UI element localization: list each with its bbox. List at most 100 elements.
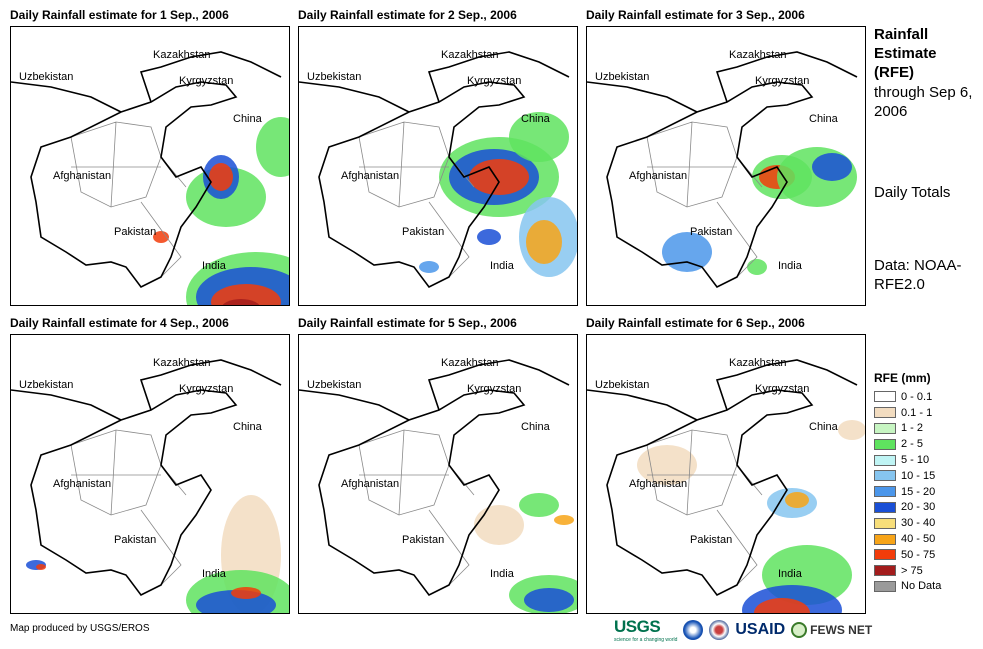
legend-swatch	[874, 454, 896, 466]
side-daily: Daily Totals	[874, 184, 951, 201]
legend-swatch	[874, 438, 896, 450]
legend-swatch	[874, 517, 896, 529]
country-label-uzbekistan: Uzbekistan	[19, 71, 74, 83]
legend-label: 20 - 30	[901, 501, 936, 514]
legend-label: 2 - 5	[901, 438, 924, 451]
country-label-pakistan: Pakistan	[690, 226, 733, 238]
map-graphic	[587, 359, 865, 613]
country-label-kazakhstan: Kazakhstan	[153, 357, 211, 369]
country-label-kyrgyzstan: Kyrgyzstan	[467, 75, 522, 87]
country-label-india: India	[202, 568, 226, 580]
legend-item: 20 - 30	[874, 500, 941, 516]
rainfall-area	[469, 159, 529, 195]
country-label-uzbekistan: Uzbekistan	[307, 71, 362, 83]
country-label-pakistan: Pakistan	[402, 226, 445, 238]
legend-label: 0 - 0.1	[901, 390, 933, 403]
legend-item: 2 - 5	[874, 436, 941, 452]
rainfall-area	[785, 492, 809, 508]
rainfall-area	[526, 220, 562, 264]
rainfall-area	[474, 505, 524, 545]
country-label-china: China	[233, 421, 262, 433]
rainfall-area	[231, 587, 261, 599]
province-borders	[70, 121, 187, 278]
map-graphic	[11, 51, 289, 305]
map-panel-5: Daily Rainfall estimate for 5 Sep., 2006…	[298, 316, 578, 616]
panel-title: Daily Rainfall estimate for 6 Sep., 2006	[586, 316, 805, 330]
map-panel-3: Daily Rainfall estimate for 3 Sep., 2006…	[586, 8, 866, 308]
country-label-china: China	[809, 421, 838, 433]
map-panel-1: Daily Rainfall estimate for 1 Sep., 2006…	[10, 8, 290, 308]
legend-swatch	[874, 533, 896, 545]
rainfall-area	[222, 299, 260, 305]
country-label-afghanistan: Afghanistan	[341, 478, 400, 490]
map-graphic	[11, 359, 289, 613]
country-label-pakistan: Pakistan	[114, 534, 157, 546]
rainfall-area	[747, 259, 767, 275]
legend-swatch	[874, 565, 896, 577]
fews-wordmark: FEWS NET	[810, 623, 873, 637]
country-label-india: India	[490, 568, 514, 580]
legend-swatch	[874, 391, 896, 403]
usgs-tagline: science for a changing world	[614, 637, 678, 643]
legend-item: 50 - 75	[874, 547, 941, 563]
usaid-logo: USAID	[735, 621, 785, 639]
rainfall-area	[524, 588, 574, 612]
country-label-kazakhstan: Kazakhstan	[729, 49, 787, 61]
legend-item: 0 - 0.1	[874, 389, 941, 405]
panel-title: Daily Rainfall estimate for 3 Sep., 2006	[586, 8, 805, 22]
rainfall-map: Kazakhstan Uzbekistan Kyrgyzstan China Afgha…	[10, 26, 290, 306]
rainfall-map: Kazakhstan Uzbekistan Kyrgyzstan China Afgha…	[586, 334, 866, 614]
country-label-uzbekistan: Uzbekistan	[307, 379, 362, 391]
rainfall-area	[419, 261, 439, 273]
legend-label: 30 - 40	[901, 517, 936, 530]
map-graphic	[587, 51, 858, 289]
legend-title: RFE (mm)	[874, 371, 931, 385]
credit: Map produced by USGS/EROS	[10, 623, 150, 634]
legend-swatch	[874, 486, 896, 498]
legend-swatch	[874, 422, 896, 434]
country-label-china: China	[809, 113, 838, 125]
province-borders	[646, 429, 763, 586]
usaid-wordmark: USAID	[735, 621, 786, 638]
country-label-kyrgyzstan: Kyrgyzstan	[755, 75, 810, 87]
legend-label: 40 - 50	[901, 533, 936, 546]
legend-swatch	[874, 501, 896, 513]
country-label-china: China	[233, 113, 262, 125]
rainfall-area	[754, 598, 810, 613]
panel-title: Daily Rainfall estimate for 1 Sep., 2006	[10, 8, 229, 22]
rainfall-area	[812, 153, 852, 181]
country-label-kyrgyzstan: Kyrgyzstan	[179, 383, 234, 395]
rainfall-area	[662, 232, 712, 272]
legend-item: 0.1 - 1	[874, 405, 941, 421]
legend-swatch	[874, 407, 896, 419]
usgs-logo: USGS science for a changing world	[614, 617, 677, 643]
rainfall-area	[477, 229, 501, 245]
panel-title: Daily Rainfall estimate for 5 Sep., 2006	[298, 316, 517, 330]
rainfall-area	[36, 564, 46, 570]
country-label-kazakhstan: Kazakhstan	[441, 49, 499, 61]
panel-title: Daily Rainfall estimate for 4 Sep., 2006	[10, 316, 229, 330]
partner-logos: USGS science for a changing world USAID …	[614, 617, 878, 643]
side-through: through Sep 6, 2006	[874, 84, 973, 120]
country-label-india: India	[490, 260, 514, 272]
country-label-afghanistan: Afghanistan	[53, 478, 112, 490]
side-data-source: Data: NOAA-RFE2.0	[874, 257, 962, 293]
map-panel-2: Daily Rainfall estimate for 2 Sep., 2006…	[298, 8, 578, 308]
rainfall-map: Kazakhstan Uzbekistan Kyrgyzstan China Afgha…	[298, 334, 578, 614]
legend-item: No Data	[874, 579, 941, 595]
province-borders	[358, 121, 475, 278]
map-panel-4: Daily Rainfall estimate for 4 Sep., 2006…	[10, 316, 290, 616]
country-label-pakistan: Pakistan	[402, 534, 445, 546]
usgs-wordmark: USGS	[614, 617, 661, 636]
country-label-kyrgyzstan: Kyrgyzstan	[467, 383, 522, 395]
legend-label: 50 - 75	[901, 548, 936, 561]
side-title: Rainfall Estimate (RFE)	[874, 26, 937, 81]
country-label-india: India	[202, 260, 226, 272]
rainfall-area	[256, 117, 289, 177]
country-label-afghanistan: Afghanistan	[629, 478, 688, 490]
country-label-uzbekistan: Uzbekistan	[19, 379, 74, 391]
country-label-china: China	[521, 113, 550, 125]
country-borders	[11, 51, 282, 289]
rainfall-map: Kazakhstan Uzbekistan Kyrgyzstan China Afgha…	[10, 334, 290, 614]
country-borders	[299, 51, 570, 289]
